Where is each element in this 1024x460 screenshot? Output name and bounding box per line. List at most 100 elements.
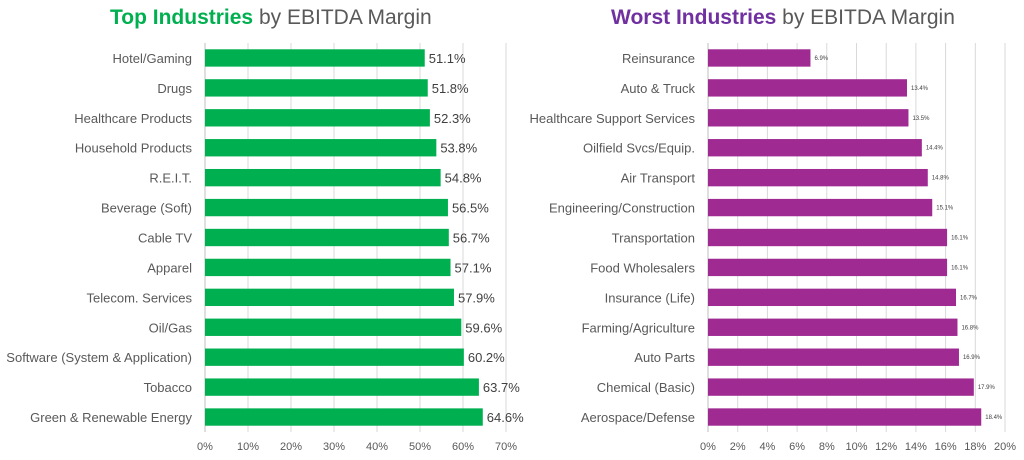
bar xyxy=(205,198,448,217)
data-label: 16.1% xyxy=(951,236,969,242)
category-label: Beverage (Soft) xyxy=(101,201,192,216)
data-label: 51.8% xyxy=(432,81,469,96)
category-label: Air Transport xyxy=(621,171,696,186)
category-label: Telecom. Services xyxy=(87,290,193,305)
bar xyxy=(205,378,479,396)
bar xyxy=(708,408,982,426)
category-label: Healthcare Support Services xyxy=(530,111,696,126)
bar xyxy=(205,348,464,366)
bar xyxy=(708,228,948,247)
category-label: Oil/Gas xyxy=(149,320,193,335)
bar xyxy=(708,79,907,97)
category-label: Hotel/Gaming xyxy=(113,51,192,66)
bar xyxy=(205,79,428,97)
bar xyxy=(205,258,451,277)
tick-label: 20% xyxy=(994,441,1016,453)
tick-label: 2% xyxy=(730,441,746,453)
top-chart-title-highlight: Top Industries xyxy=(110,6,254,29)
data-label: 56.7% xyxy=(453,231,490,246)
bar xyxy=(205,109,430,127)
worst-chart-title-highlight: Worst Industries xyxy=(611,6,777,29)
bar xyxy=(205,288,454,307)
category-label: Healthcare Products xyxy=(74,111,192,126)
tick-label: 60% xyxy=(452,441,474,453)
tick-label: 14% xyxy=(905,441,927,453)
top-chart-title: Top Industries by EBITDA Margin xyxy=(110,6,432,30)
category-label: Drugs xyxy=(157,81,192,96)
tick-label: 0% xyxy=(700,441,716,453)
data-label: 16.8% xyxy=(961,325,979,331)
bar xyxy=(708,109,909,127)
category-label: Engineering/Construction xyxy=(549,201,695,216)
category-label: Transportation xyxy=(612,231,695,246)
bar xyxy=(708,318,958,336)
category-label: Reinsurance xyxy=(622,51,695,66)
tick-label: 18% xyxy=(964,441,986,453)
bar xyxy=(205,228,449,247)
tick-label: 70% xyxy=(495,441,517,453)
category-label: Aerospace/Defense xyxy=(581,410,695,425)
data-label: 18.4% xyxy=(985,415,1003,421)
data-label: 63.7% xyxy=(483,380,520,395)
tick-label: 10% xyxy=(845,441,867,453)
bar xyxy=(708,49,811,67)
category-label: Green & Renewable Energy xyxy=(30,410,192,425)
data-label: 17.9% xyxy=(978,385,996,391)
bar xyxy=(205,49,425,67)
data-label: 16.9% xyxy=(963,355,981,361)
data-label: 64.6% xyxy=(487,410,524,425)
category-label: Food Wholesalers xyxy=(590,260,695,275)
data-label: 51.1% xyxy=(429,51,466,66)
data-label: 15.1% xyxy=(936,206,954,212)
category-label: Chemical (Basic) xyxy=(597,380,695,395)
category-label: Household Products xyxy=(75,141,193,156)
bar xyxy=(708,378,974,396)
tick-label: 50% xyxy=(409,441,431,453)
category-label: R.E.I.T. xyxy=(149,171,192,186)
bar xyxy=(708,168,928,187)
worst-chart-title-rest: by EBITDA Margin xyxy=(776,6,955,29)
bar xyxy=(708,258,948,277)
worst-chart-title: Worst Industries by EBITDA Margin xyxy=(611,6,955,30)
data-label: 13.4% xyxy=(911,86,929,92)
tick-label: 4% xyxy=(759,441,775,453)
worst-industries-chart: Reinsurance 6.9% Auto & Truck 13.4% Healthca… xyxy=(530,43,1016,453)
data-label: 57.1% xyxy=(455,260,492,275)
category-label: Auto Parts xyxy=(634,350,695,365)
bar xyxy=(205,139,437,157)
data-label: 16.7% xyxy=(960,295,978,301)
category-label: Auto & Truck xyxy=(621,81,696,96)
data-label: 60.2% xyxy=(468,350,505,365)
tick-label: 12% xyxy=(875,441,897,453)
category-label: Oilfield Svcs/Equip. xyxy=(583,141,695,156)
tick-label: 0% xyxy=(197,441,213,453)
bar xyxy=(205,168,441,187)
tick-label: 8% xyxy=(819,441,835,453)
bar xyxy=(708,348,959,366)
bar xyxy=(205,408,483,426)
data-label: 14.4% xyxy=(926,146,944,152)
tick-label: 6% xyxy=(789,441,805,453)
bar xyxy=(708,288,956,307)
data-label: 54.8% xyxy=(445,171,482,186)
data-label: 13.5% xyxy=(912,116,930,122)
category-label: Tobacco xyxy=(144,380,192,395)
tick-label: 10% xyxy=(237,441,259,453)
data-label: 16.1% xyxy=(951,265,969,271)
data-label: 56.5% xyxy=(452,201,489,216)
tick-label: 16% xyxy=(935,441,957,453)
data-label: 59.6% xyxy=(465,320,502,335)
tick-label: 40% xyxy=(366,441,388,453)
tick-label: 30% xyxy=(323,441,345,453)
bar xyxy=(708,139,922,157)
bar xyxy=(708,198,933,217)
data-label: 53.8% xyxy=(440,141,477,156)
data-label: 6.9% xyxy=(814,56,828,62)
top-industries-chart: Hotel/Gaming 51.1% Drugs 51.8% Healthcare Pr… xyxy=(6,43,524,453)
tick-label: 20% xyxy=(280,441,302,453)
category-label: Cable TV xyxy=(138,231,192,246)
bar xyxy=(205,318,462,336)
data-label: 57.9% xyxy=(458,290,495,305)
category-label: Farming/Agriculture xyxy=(582,320,695,335)
